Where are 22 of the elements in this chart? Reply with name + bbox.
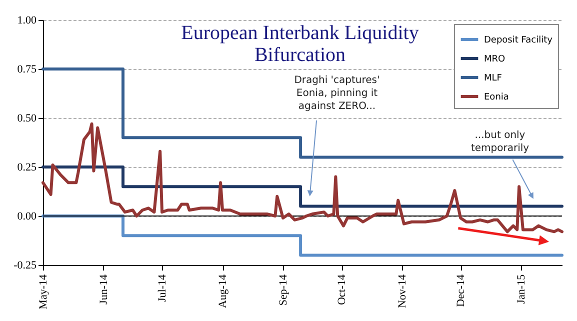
annotation: ...but only temporarily [470,129,530,155]
y-tick-label: 0.50 [17,112,37,124]
legend-label: Deposit Facility [484,36,554,46]
y-tick-label: 1.00 [17,14,37,26]
x-tick-label: Sep-14 [277,274,290,306]
x-tick-label: Jul-14 [156,274,169,302]
legend-label: Eonia [484,92,509,102]
y-tick-label: -0.25 [14,260,37,272]
y-tick-label: 0.75 [17,64,37,76]
legend-label: MLF [484,74,502,84]
x-tick-label: Jan-15 [516,274,528,304]
text: European Interbank Liquidity Bifurcation [180,22,420,66]
x-tick-label: Dec-14 [455,274,468,307]
x-tick-label: Oct-14 [336,274,348,306]
legend-label: MRO [484,54,506,64]
y-tick-label: 0.00 [17,210,37,222]
x-tick-label: Jun-14 [98,274,110,304]
y-tick-label: 0.25 [17,162,37,174]
annotation: Draghi 'captures' Eonia, pinning it against ZERO... [293,74,381,113]
x-tick-label: May-14 [38,274,50,310]
x-tick-label: Nov-14 [396,274,409,308]
x-tick-label: Aug-14 [217,274,230,308]
